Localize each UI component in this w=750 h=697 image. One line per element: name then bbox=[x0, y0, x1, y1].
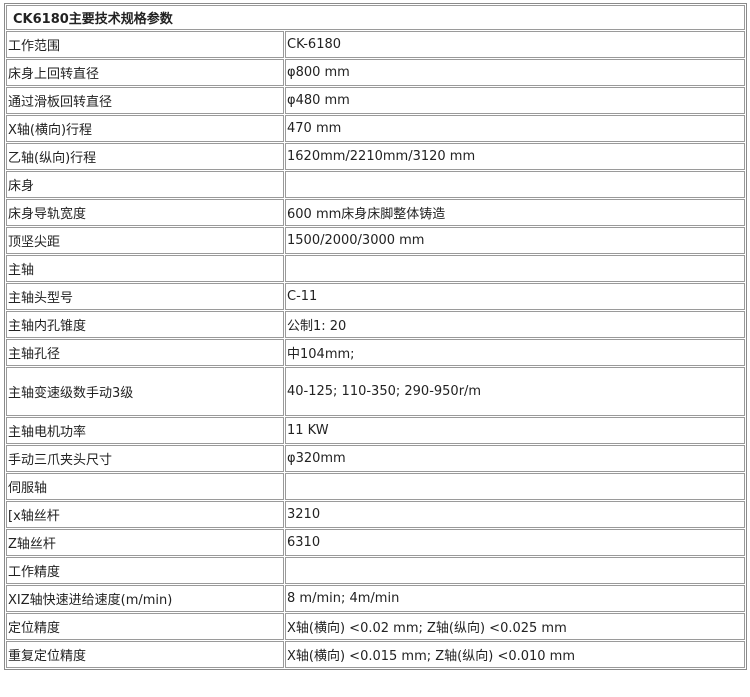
spec-label: 床身上回转直径 bbox=[6, 59, 284, 86]
spec-label: 主轴头型号 bbox=[6, 283, 284, 310]
table-row: 工作精度 bbox=[6, 557, 745, 584]
spec-label: 顶坚尖距 bbox=[6, 227, 284, 254]
spec-label: 主轴 bbox=[6, 255, 284, 282]
spec-label: 通过滑板回转直径 bbox=[6, 87, 284, 114]
spec-value bbox=[285, 171, 745, 198]
spec-value: 1620mm/2210mm/3120 mm bbox=[285, 143, 745, 170]
spec-value: 1500/2000/3000 mm bbox=[285, 227, 745, 254]
table-row: 主轴 bbox=[6, 255, 745, 282]
spec-label: 工作精度 bbox=[6, 557, 284, 584]
spec-label: [x轴丝杆 bbox=[6, 501, 284, 528]
spec-value: φ320mm bbox=[285, 445, 745, 472]
title-row: CK6180主要技术规格参数 bbox=[6, 5, 745, 30]
spec-value bbox=[285, 557, 745, 584]
table-row: 主轴孔径 中104mm; bbox=[6, 339, 745, 366]
spec-value: 中104mm; bbox=[285, 339, 745, 366]
table-row: 主轴头型号 C-11 bbox=[6, 283, 745, 310]
table-row: 主轴变速级数手动3级 40-125; 110-350; 290-950r/m bbox=[6, 367, 745, 416]
spec-value: X轴(横向) <0.015 mm; Z轴(纵向) <0.010 mm bbox=[285, 641, 745, 668]
spec-value: 6310 bbox=[285, 529, 745, 556]
table-row: 床身导轨宽度 600 mm床身床脚整体铸造 bbox=[6, 199, 745, 226]
spec-value bbox=[285, 255, 745, 282]
spec-label: 重复定位精度 bbox=[6, 641, 284, 668]
table-row: XIZ轴快速进给速度(m/min) 8 m/min; 4m/min bbox=[6, 585, 745, 612]
table-row: 伺服轴 bbox=[6, 473, 745, 500]
spec-value: 470 mm bbox=[285, 115, 745, 142]
table-row: [x轴丝杆 3210 bbox=[6, 501, 745, 528]
spec-label: 伺服轴 bbox=[6, 473, 284, 500]
spec-value: C-11 bbox=[285, 283, 745, 310]
table-row: 重复定位精度 X轴(横向) <0.015 mm; Z轴(纵向) <0.010 mm bbox=[6, 641, 745, 668]
spec-value: CK-6180 bbox=[285, 31, 745, 58]
table-row: 手动三爪夹头尺寸 φ320mm bbox=[6, 445, 745, 472]
table-row: 主轴电机功率 11 KW bbox=[6, 417, 745, 444]
spec-label: 工作范围 bbox=[6, 31, 284, 58]
table-row: Z轴丝杆 6310 bbox=[6, 529, 745, 556]
table-row: 主轴内孔锥度 公制1: 20 bbox=[6, 311, 745, 338]
spec-value: φ800 mm bbox=[285, 59, 745, 86]
table-title: CK6180主要技术规格参数 bbox=[6, 5, 745, 30]
spec-label: 主轴内孔锥度 bbox=[6, 311, 284, 338]
spec-label: Z轴丝杆 bbox=[6, 529, 284, 556]
spec-value: 600 mm床身床脚整体铸造 bbox=[285, 199, 745, 226]
spec-value bbox=[285, 473, 745, 500]
spec-value: 8 m/min; 4m/min bbox=[285, 585, 745, 612]
spec-value: 11 KW bbox=[285, 417, 745, 444]
table-row: 床身上回转直径 φ800 mm bbox=[6, 59, 745, 86]
spec-value: 3210 bbox=[285, 501, 745, 528]
table-row: 定位精度 X轴(横向) <0.02 mm; Z轴(纵向) <0.025 mm bbox=[6, 613, 745, 640]
spec-label: 主轴电机功率 bbox=[6, 417, 284, 444]
table-row: 顶坚尖距 1500/2000/3000 mm bbox=[6, 227, 745, 254]
spec-value: 40-125; 110-350; 290-950r/m bbox=[285, 367, 745, 416]
spec-label: 主轴孔径 bbox=[6, 339, 284, 366]
spec-label: X轴(横向)行程 bbox=[6, 115, 284, 142]
table-row: 床身 bbox=[6, 171, 745, 198]
spec-label: 床身导轨宽度 bbox=[6, 199, 284, 226]
spec-label: 手动三爪夹头尺寸 bbox=[6, 445, 284, 472]
table-row: 通过滑板回转直径 φ480 mm bbox=[6, 87, 745, 114]
spec-label: 乙轴(纵向)行程 bbox=[6, 143, 284, 170]
table-row: 工作范围 CK-6180 bbox=[6, 31, 745, 58]
spec-value: φ480 mm bbox=[285, 87, 745, 114]
spec-table: CK6180主要技术规格参数 工作范围 CK-6180 床身上回转直径 φ800 mm… bbox=[4, 3, 747, 670]
spec-label: 主轴变速级数手动3级 bbox=[6, 367, 284, 416]
spec-label: XIZ轴快速进给速度(m/min) bbox=[6, 585, 284, 612]
spec-label: 定位精度 bbox=[6, 613, 284, 640]
table-row: X轴(横向)行程 470 mm bbox=[6, 115, 745, 142]
spec-value: 公制1: 20 bbox=[285, 311, 745, 338]
spec-label: 床身 bbox=[6, 171, 284, 198]
table-row: 乙轴(纵向)行程 1620mm/2210mm/3120 mm bbox=[6, 143, 745, 170]
spec-value: X轴(横向) <0.02 mm; Z轴(纵向) <0.025 mm bbox=[285, 613, 745, 640]
